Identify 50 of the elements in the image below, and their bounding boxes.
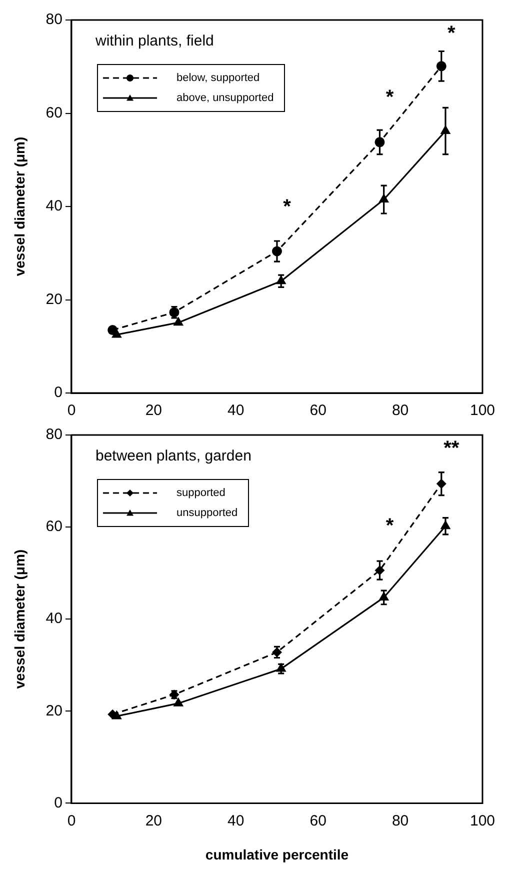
x-tick-label: 100 [470,812,495,830]
y-tick-label: 60 [46,104,62,122]
y-tick-label: 40 [46,198,62,215]
y-tick-label: 0 [54,794,62,812]
annotation: * [447,22,456,45]
x-tick-label: 60 [310,812,326,830]
legend-label: above, unsupported [176,92,274,104]
y-tick-label: 20 [46,290,62,308]
point [440,124,451,134]
x-tick-label: 60 [310,402,326,420]
point [374,137,385,148]
x-tick-label: 20 [145,812,162,830]
point [276,662,286,672]
legend-label: below, supported [176,72,260,84]
point [173,697,184,706]
point [436,478,446,489]
point [378,591,390,600]
point [374,565,385,576]
annotation: * [386,514,394,537]
y-tick-label: 0 [54,384,62,402]
y-axis-title: vessel diameter (μm) [11,549,28,689]
point [173,316,184,326]
x-tick-label: 0 [67,402,76,420]
point [108,325,118,336]
x-axis-title: cumulative percentile [205,846,349,862]
x-tick-label: 100 [470,402,495,420]
x-tick-label: 40 [228,812,244,830]
x-tick-label: 20 [145,402,162,420]
x-tick-label: 40 [228,402,244,420]
y-axis-title: vessel diameter (μm) [11,136,28,276]
annotation: ** [444,438,460,460]
text: between plants, garden [95,448,252,465]
annotation: * [386,86,394,109]
point [272,246,282,256]
point [436,61,446,72]
y-tick-label: 20 [46,702,62,720]
text: within plants, field [94,32,214,50]
point [440,520,451,530]
y-tick-label: 40 [46,610,62,628]
y-tick-label: 80 [46,426,62,444]
legend-label: unsupported [176,507,238,519]
y-tick-label: 80 [46,11,62,28]
x-tick-label: 0 [67,812,76,830]
point [378,194,390,203]
legend-label: supported [176,487,226,499]
annotation: * [283,196,292,218]
point [276,275,286,284]
x-tick-label: 80 [392,402,409,420]
x-tick-label: 80 [392,812,409,830]
y-tick-label: 60 [46,518,62,536]
